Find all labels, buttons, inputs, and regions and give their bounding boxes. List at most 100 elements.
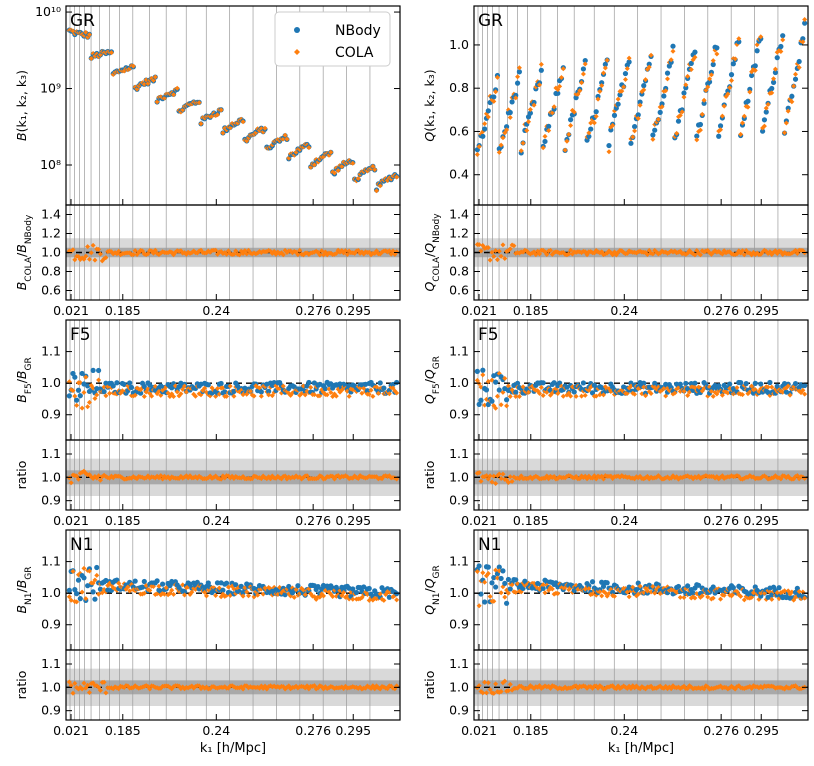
cola-point [97,251,103,257]
cola-point [586,130,592,136]
cola-point [630,584,636,590]
nbody-point [754,48,760,54]
nbody-point [802,20,808,26]
nbody-point [503,600,510,606]
ytick-label: 0.6 [449,283,469,298]
nbody-point [128,384,135,391]
cola-point [591,120,597,126]
cola-point [213,592,219,598]
cola-point [319,248,325,254]
nbody-point [789,93,795,99]
cola-point [681,94,687,100]
points [66,367,400,411]
cola-point [580,71,586,77]
cola-point [299,251,305,257]
nbody-point [652,127,658,133]
nbody-point [800,36,806,42]
nbody-point [758,381,764,387]
cola-point [575,91,581,97]
nbody-point [785,105,791,111]
ytick-label: 0.8 [449,264,469,279]
cola-point [302,592,308,598]
cola-point [198,121,204,127]
cola-point [672,390,678,396]
cola-point [540,145,546,151]
cola-point [81,389,87,395]
nbody-point [696,582,702,588]
cola-point [507,681,513,687]
cola-point [505,688,511,694]
cola-point [328,149,334,155]
xtick-label: 0.185 [513,513,549,528]
cola-point [780,37,786,43]
cola-point [355,176,361,182]
cola-point [324,392,330,398]
ytick-label: 1.4 [449,207,469,222]
cola-point [224,127,230,133]
xtick-label: 0.295 [743,723,779,738]
cola-point [635,115,641,121]
cola-point [214,386,220,392]
cola-point [758,34,764,40]
cola-point [785,108,791,114]
cola-point [86,256,92,262]
cola-point [796,589,802,595]
cola-point [491,598,497,604]
cola-point [601,392,607,398]
cola-point [169,587,175,593]
cola-point [739,392,745,398]
cola-point [791,83,797,89]
cola-point [489,249,495,255]
cola-point [330,593,336,599]
nbody-point [366,585,372,592]
nbody-point [503,397,510,403]
cola-point [483,473,489,479]
ytick-label: 0.9 [41,703,61,718]
cola-point [394,174,400,180]
cola-point [542,133,548,139]
cola-point [75,476,81,482]
points [474,678,808,696]
xtick-label: 0.276 [295,723,331,738]
cola-point [555,87,561,93]
nbody-point [489,580,495,586]
cola-point [783,120,789,126]
cola-point [193,393,199,399]
cola-point [85,244,91,250]
cola-point [295,252,301,258]
cola-point [741,252,747,258]
nbody-point [154,578,160,584]
nbody-point [493,379,499,385]
nbody-point [749,72,755,79]
cola-point [526,119,532,125]
nbody-point [306,379,312,386]
cola-point [485,680,491,686]
cola-point [266,392,272,398]
cola-point [302,392,308,398]
cola-point [502,256,508,262]
points [66,564,400,605]
cola-point [500,135,506,141]
cola-point [531,102,537,108]
ytick-label: 1.0 [449,469,469,484]
nbody-point [683,85,689,91]
cola-point [381,597,387,603]
nbody-point [364,388,371,394]
nbody-point [677,381,683,387]
nbody-point [761,117,768,123]
nbody-point [770,79,777,85]
ytick-label: 0.6 [449,123,469,138]
nbody-point [646,61,652,67]
cola-point [132,392,138,398]
cola-point [152,74,158,80]
nbody-point [692,380,698,386]
xtick-label: 0.276 [703,303,739,318]
nbody-point [580,66,586,72]
cola-point [282,247,288,253]
nbody-point [664,70,671,76]
nbody-point [485,108,491,114]
cola-point [328,390,334,396]
points [66,27,400,194]
cola-point [66,679,72,685]
cola-point [321,593,327,599]
